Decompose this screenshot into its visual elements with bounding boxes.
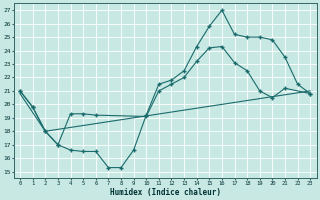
X-axis label: Humidex (Indice chaleur): Humidex (Indice chaleur) bbox=[110, 188, 220, 197]
